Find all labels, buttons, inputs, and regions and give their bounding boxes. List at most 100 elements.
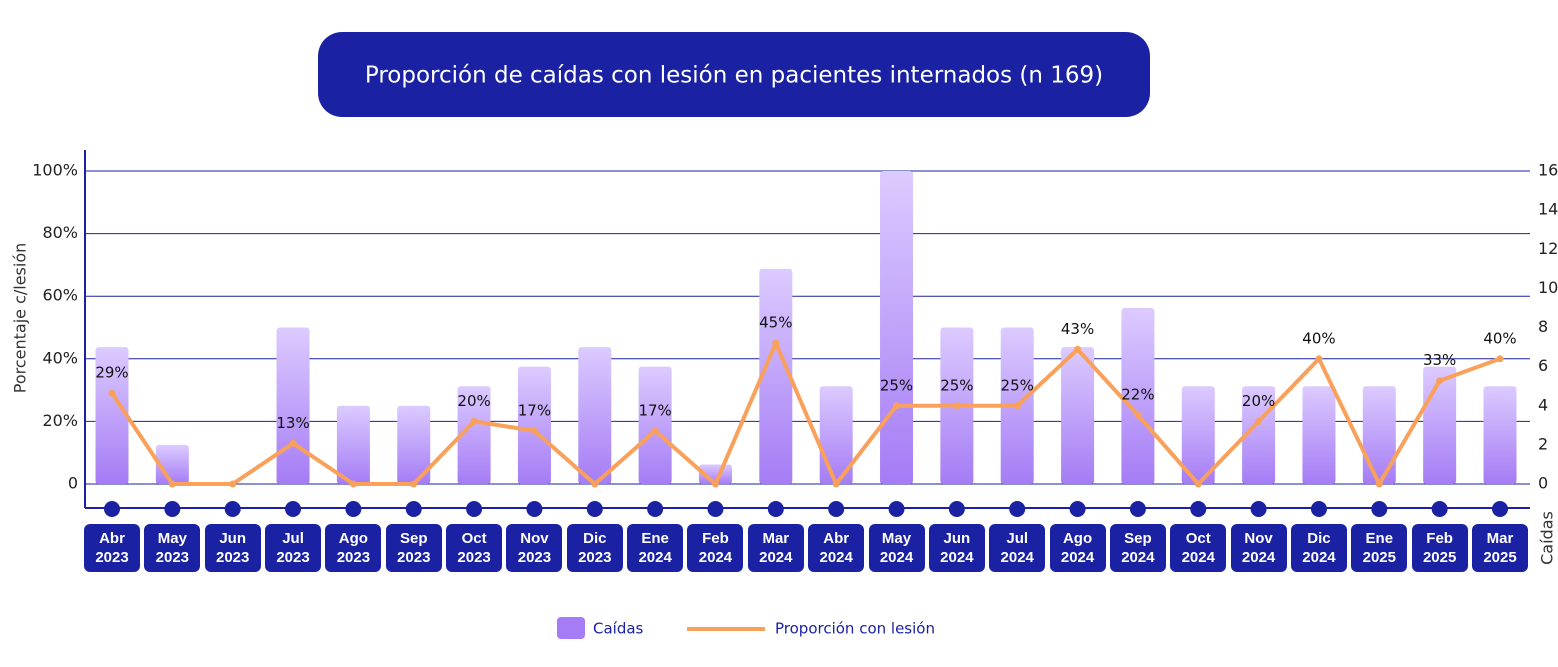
line-point: [168, 480, 176, 488]
x-tick-label: Oct 2023: [446, 524, 503, 572]
line-point: [289, 439, 297, 447]
bar: [1362, 386, 1396, 484]
data-label: 20%: [457, 392, 490, 410]
bar: [1483, 386, 1517, 484]
x-dot: [104, 501, 120, 517]
x-tick-label: May 2023: [144, 524, 201, 572]
x-tick-label: Jun 2023: [204, 524, 261, 572]
line-point: [229, 480, 237, 488]
line-point: [470, 417, 478, 425]
y2-tick-label: 12: [1538, 239, 1558, 258]
x-dot: [767, 501, 784, 517]
bar: [638, 366, 672, 484]
chart-title: Proporción de caídas con lesión en pacie…: [365, 63, 1103, 89]
y-tick-label: 20%: [42, 411, 78, 430]
y-tick-label: 100%: [32, 161, 78, 180]
x-dot: [526, 501, 543, 517]
x-dot: [224, 501, 241, 517]
line-point: [893, 402, 901, 410]
x-tick-label: Abr 2024: [808, 524, 865, 572]
y2-tick-label: 14: [1538, 200, 1558, 219]
x-tick-label: Jun 2024: [928, 524, 985, 572]
legend-label: Caídas: [593, 620, 644, 638]
y-tick-label: 0: [68, 474, 78, 493]
x-tick-label: Sep 2023: [385, 524, 442, 572]
data-label: 22%: [1121, 386, 1154, 404]
x-tick-label: Mar 2024: [747, 524, 804, 572]
line-point: [1255, 417, 1263, 425]
data-label: 13%: [276, 414, 309, 432]
data-label: 40%: [1302, 329, 1335, 347]
x-tick-label: Dic 2024: [1290, 524, 1347, 572]
x-dot: [1492, 501, 1508, 517]
x-dot: [948, 501, 965, 517]
data-label: 17%: [638, 401, 671, 419]
x-dot: [1250, 501, 1267, 517]
y-tick-label: 80%: [42, 223, 78, 242]
line: [110, 341, 1501, 486]
x-dot: [586, 501, 603, 517]
x-dot: [647, 501, 664, 517]
line-point: [349, 480, 357, 488]
x-tick-label: Feb 2024: [687, 524, 744, 572]
x-dot: [707, 501, 724, 517]
line-point: [1375, 480, 1383, 488]
data-label: 43%: [1061, 320, 1094, 338]
y2-tick-label: 8: [1538, 317, 1548, 336]
x-tick-label: Ago 2023: [325, 524, 382, 572]
x-dot: [1009, 501, 1026, 517]
x-tick-label: Oct 2024: [1170, 524, 1227, 572]
data-label: 45%: [759, 314, 792, 332]
x-tick-label: Mar 2025: [1472, 524, 1528, 572]
line-point: [1496, 355, 1504, 363]
x-dot: [466, 501, 483, 517]
line-point: [108, 389, 116, 397]
line-point: [530, 427, 538, 435]
bar: [819, 386, 853, 484]
data-label: 20%: [1242, 392, 1275, 410]
legend-label: Proporción con lesión: [775, 620, 935, 638]
x-tick-label: Ene 2025: [1351, 524, 1408, 572]
x-tick-label: Nov 2023: [506, 524, 563, 572]
line-point: [1074, 345, 1082, 353]
bar: [517, 366, 551, 484]
y2-tick-label: 10: [1538, 278, 1558, 297]
bar: [397, 405, 431, 484]
y2-tick-label: 0: [1538, 474, 1548, 493]
line-point: [711, 480, 719, 488]
x-tick-label: Sep 2024: [1109, 524, 1166, 572]
line-point: [832, 480, 840, 488]
y2-tick-label: 2: [1538, 434, 1548, 453]
bar: [578, 347, 612, 484]
x-dot: [1129, 501, 1146, 517]
x-tick-label: Ago 2024: [1049, 524, 1106, 572]
title-box: [318, 32, 1150, 117]
bar: [336, 405, 370, 484]
x-dot: [1310, 501, 1327, 517]
y2-tick-label: 6: [1538, 356, 1548, 375]
data-label: 17%: [518, 401, 551, 419]
line-point: [591, 480, 599, 488]
x-tick-label: Jul 2024: [989, 524, 1046, 572]
bar: [880, 171, 914, 484]
x-dot: [164, 501, 181, 517]
line-point: [1134, 411, 1142, 419]
bar: [457, 386, 491, 484]
bar: [1302, 386, 1336, 484]
x-tick-label: Jul 2023: [265, 524, 322, 572]
line-point: [1013, 402, 1021, 410]
x-dot: [1190, 501, 1207, 517]
x-dot: [285, 501, 302, 517]
bar: [276, 327, 310, 484]
bar: [759, 268, 793, 484]
legend-swatch: [557, 617, 585, 639]
line-point: [772, 339, 780, 347]
bar: [95, 347, 129, 484]
x-dot: [888, 501, 905, 517]
line-point: [1436, 377, 1444, 385]
bar: [1181, 386, 1215, 484]
data-label: 40%: [1483, 329, 1516, 347]
x-dot: [345, 501, 362, 517]
x-tick-label: Nov 2024: [1230, 524, 1287, 572]
line-point: [1194, 480, 1202, 488]
